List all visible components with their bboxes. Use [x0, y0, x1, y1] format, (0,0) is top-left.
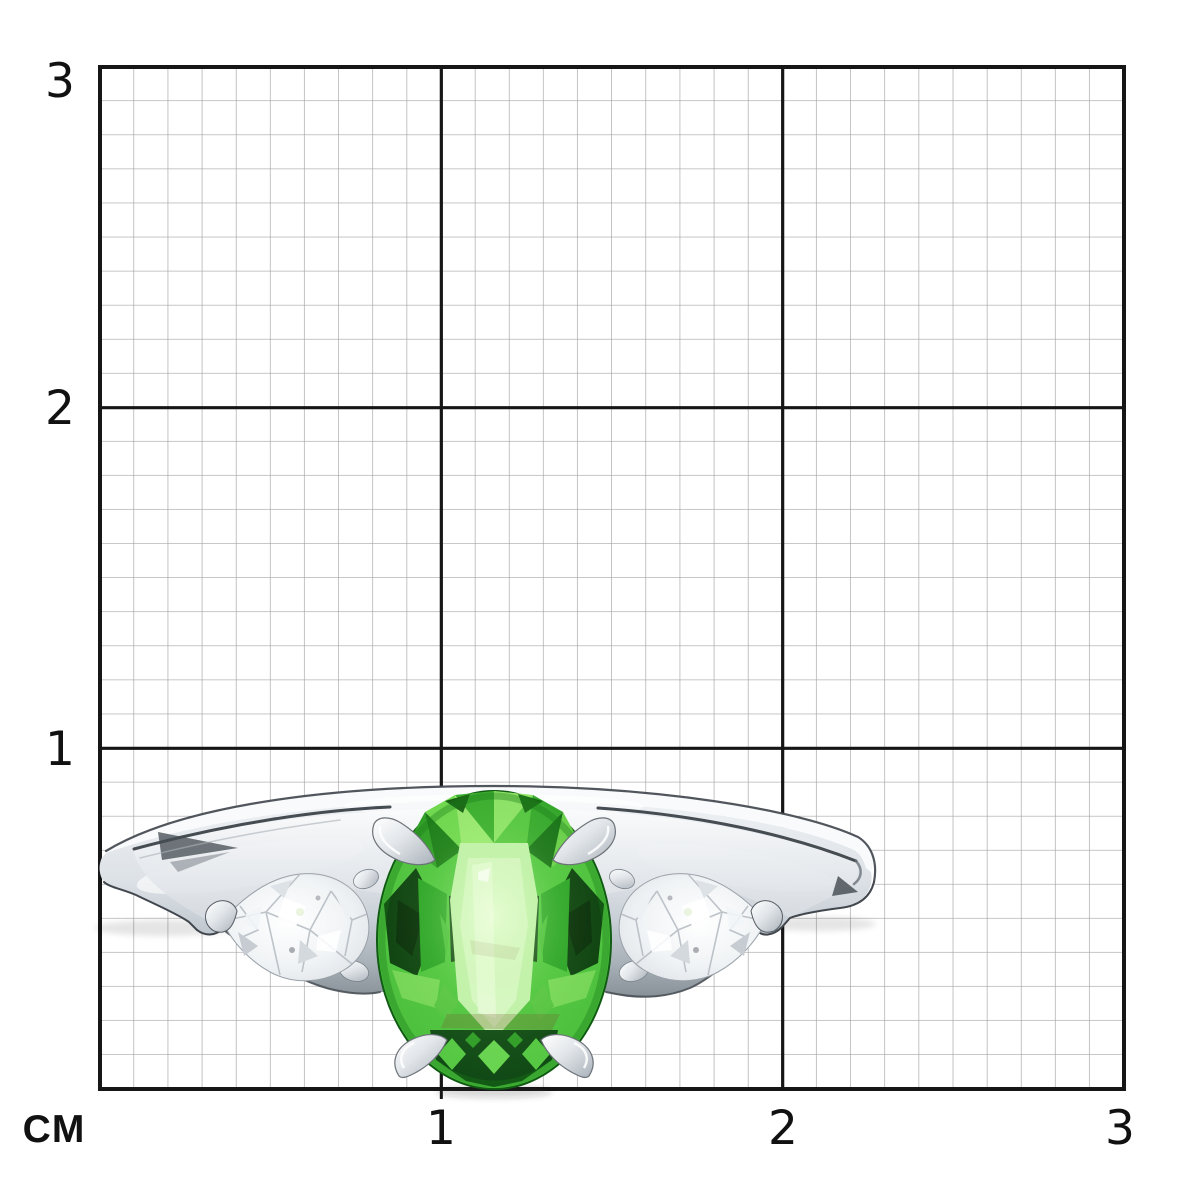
x-axis-label-3: 3	[1105, 1101, 1135, 1156]
y-axis-label-3: 3	[45, 54, 75, 109]
gem-glow	[377, 791, 611, 1089]
side-stone-settings	[338, 868, 650, 982]
gem-prongs	[372, 817, 616, 1079]
pear-tip-claw-left	[205, 900, 238, 933]
grid-border	[98, 65, 1126, 1091]
ring-band-top-strip	[106, 786, 873, 872]
pear-tip-claw-right	[750, 900, 783, 933]
pear-diamond-left	[221, 873, 370, 982]
gem-sparkle	[478, 868, 490, 882]
center-gemstone	[376, 790, 612, 1090]
y-axis-label-2: 2	[45, 381, 75, 436]
prong-highlights	[378, 825, 610, 1069]
x-axis-label-1: 1	[426, 1101, 456, 1156]
unit-label-cm: CM	[23, 1108, 86, 1151]
x-axis-label-2: 2	[768, 1101, 798, 1156]
prong-top-right	[552, 817, 616, 866]
axis-labels: 3 2 1 CM 1 2 3	[23, 54, 1135, 1156]
y-axis-label-1: 1	[45, 722, 75, 777]
prong-top-left	[372, 817, 436, 866]
inner-wall-reflection-left2	[170, 852, 230, 872]
ring-photo	[99, 784, 877, 1090]
gem-rim	[378, 792, 610, 1088]
inner-wall-reflection-right	[832, 876, 858, 896]
